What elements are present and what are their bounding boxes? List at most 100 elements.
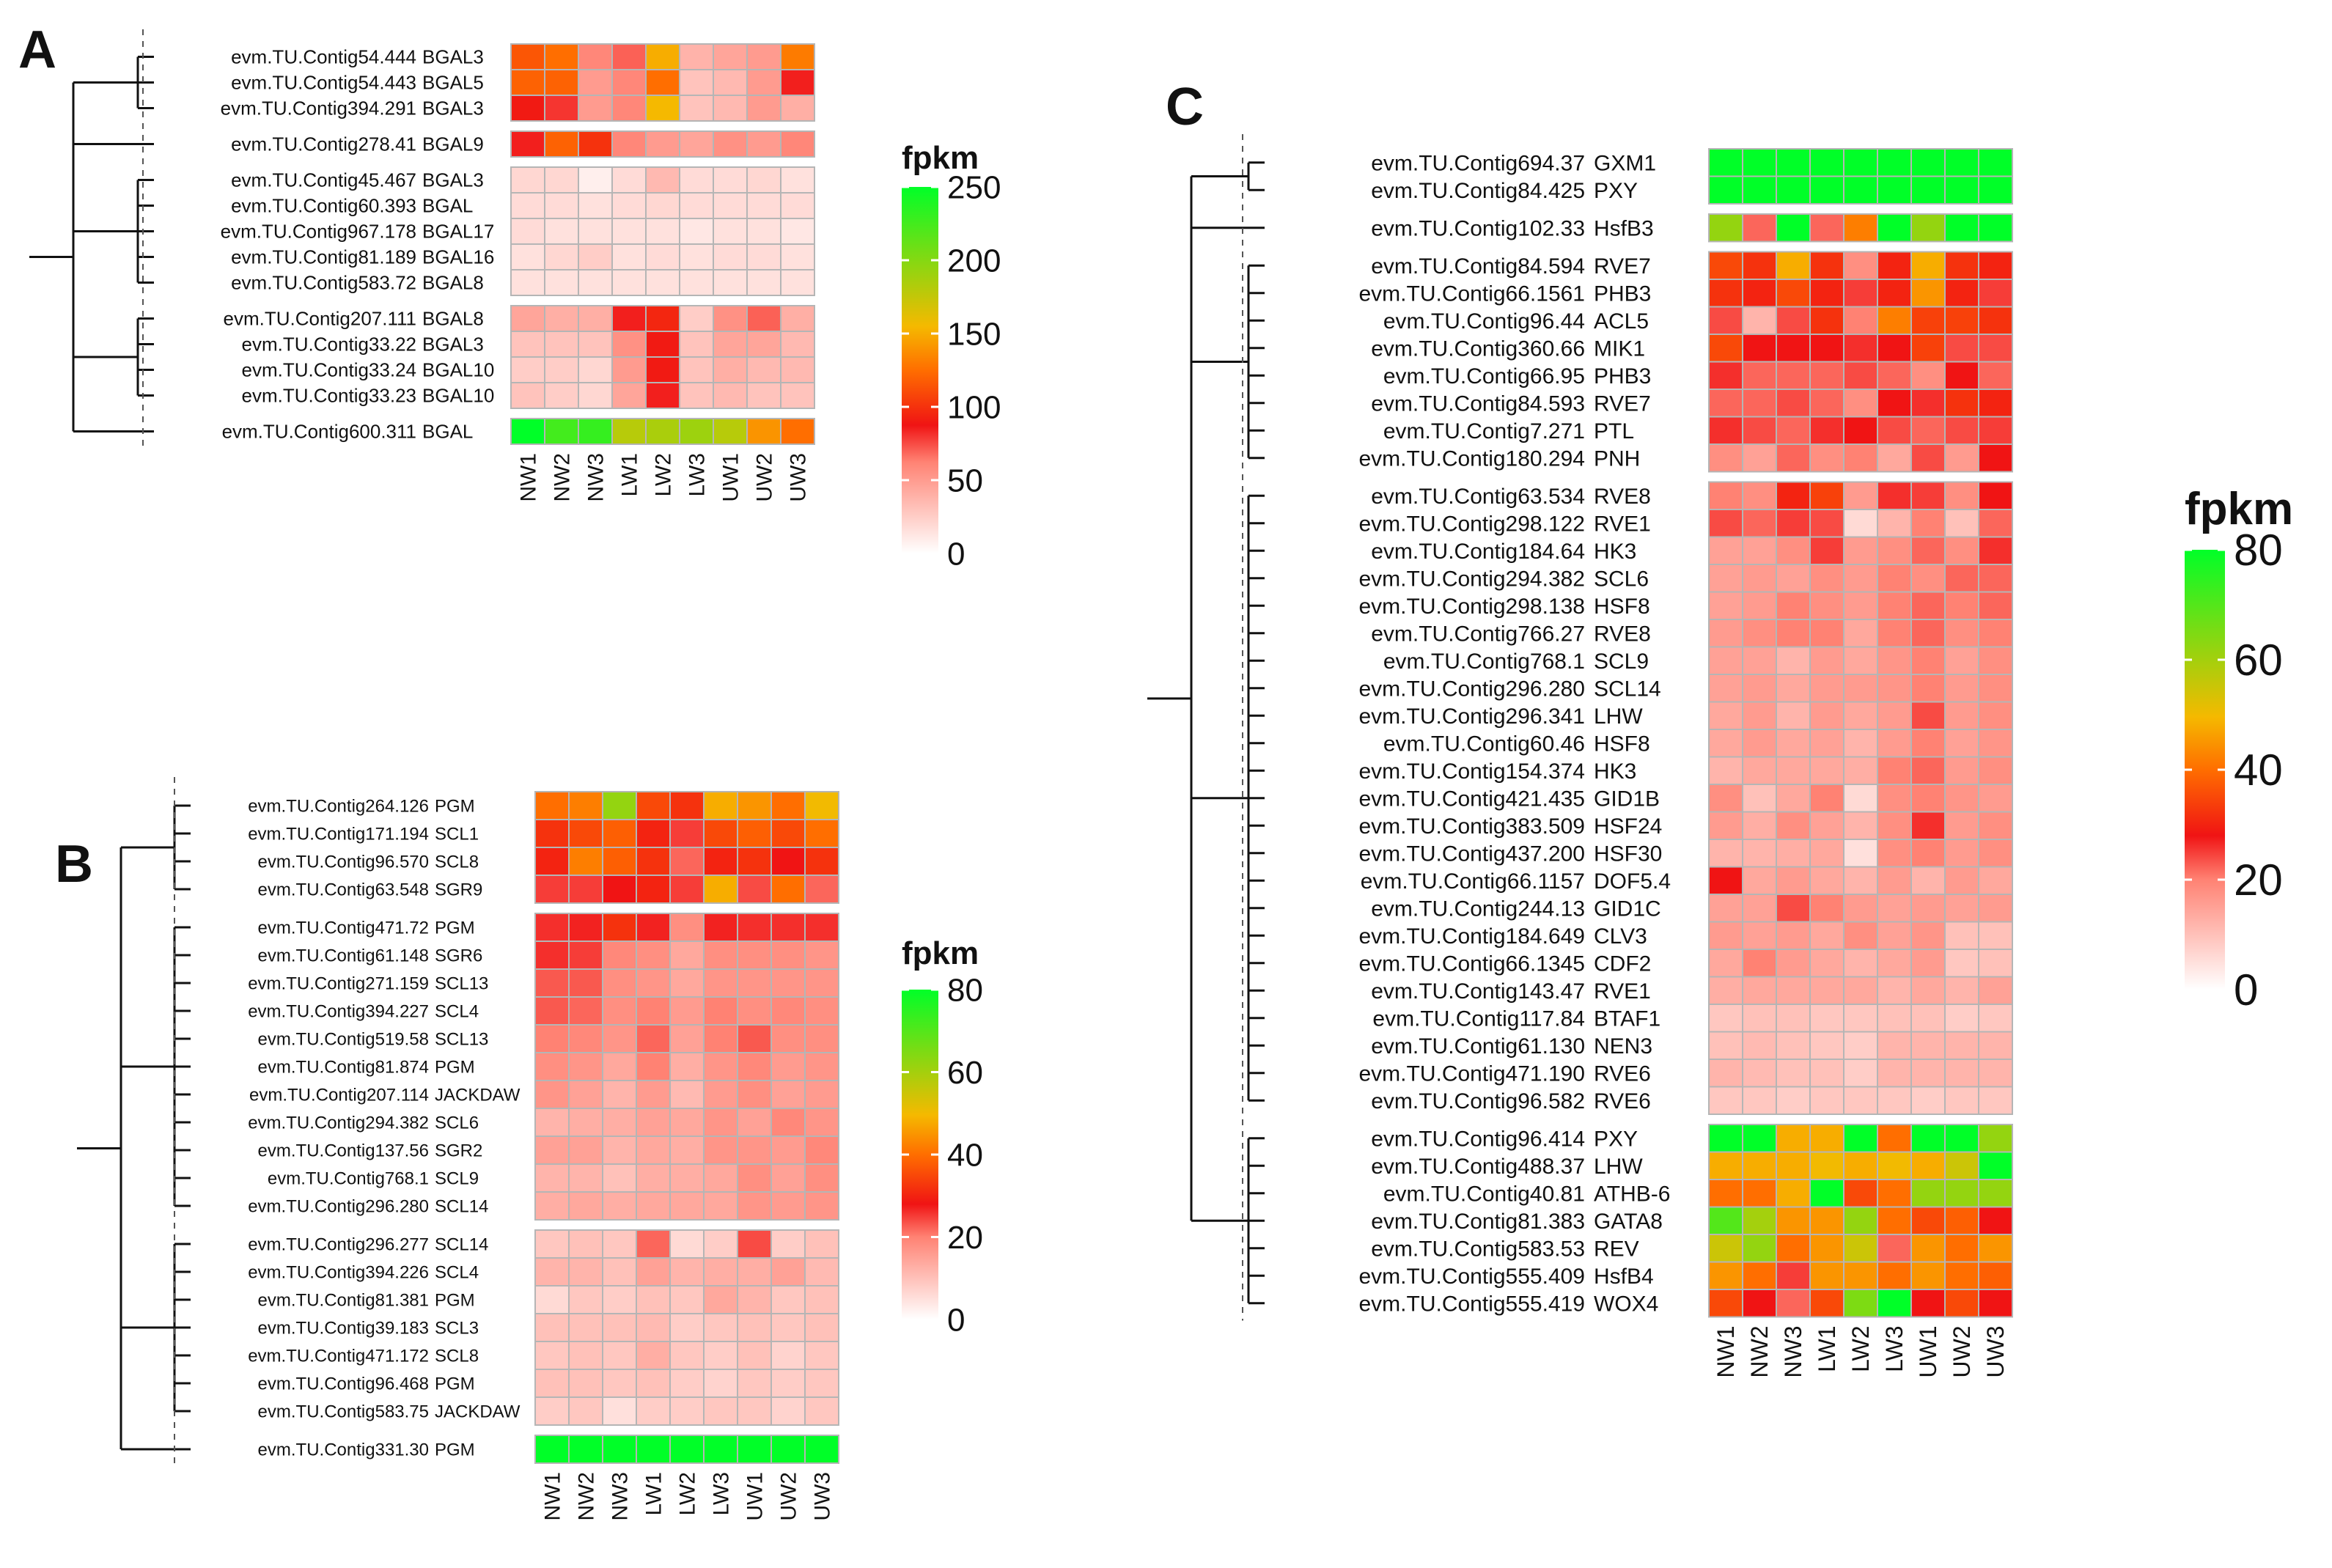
row-gene-label: SCL8 <box>435 852 479 872</box>
heatmap-cell <box>1809 251 1844 280</box>
heatmap-cell <box>534 1163 570 1193</box>
heatmap-cell <box>679 305 714 332</box>
heatmap-cell <box>1776 1261 1811 1290</box>
heatmap-cell <box>1978 175 2013 205</box>
row-gene-id: evm.TU.Contig61.130 <box>1371 1034 1585 1059</box>
heatmap-cell <box>669 1341 705 1370</box>
heatmap-cell <box>568 1135 603 1165</box>
heatmap-cell <box>1910 1151 1946 1180</box>
heatmap-cell <box>1843 784 1878 813</box>
heatmap-cell <box>1877 1059 1912 1088</box>
heatmap-cell <box>804 1135 839 1165</box>
heatmap-cell <box>1910 481 1946 510</box>
heatmap-cell <box>804 819 839 848</box>
heatmap-cell <box>1809 175 1844 205</box>
heatmap-cell <box>1910 334 1946 363</box>
heatmap-cell <box>703 1435 738 1464</box>
heatmap-cell <box>1708 646 1743 675</box>
heatmap-cell <box>602 1257 637 1287</box>
row-gene-id: evm.TU.Contig96.570 <box>258 852 429 872</box>
legend-tick-label: 200 <box>947 243 1001 279</box>
row-gene-label: BGAL3 <box>422 169 484 191</box>
legend-tick-label: 0 <box>2234 965 2258 1015</box>
heatmap-cell <box>1843 361 1878 390</box>
heatmap-cell <box>1910 894 1946 923</box>
heatmap-cell <box>602 847 637 876</box>
heatmap-cell <box>1708 866 1743 895</box>
heatmap-cell <box>737 1135 772 1165</box>
heatmap-cell <box>636 1163 671 1193</box>
row-gene-id: evm.TU.Contig294.382 <box>248 1113 429 1133</box>
heatmap-cell <box>1809 1151 1844 1180</box>
heatmap-cell <box>1776 756 1811 785</box>
heatmap-cell <box>1809 1004 1844 1033</box>
heatmap-cell <box>1809 921 1844 950</box>
heatmap-cell <box>1742 1234 1777 1263</box>
heatmap-cell <box>1809 839 1844 868</box>
heatmap-cell <box>770 1369 806 1398</box>
heatmap-cell <box>1877 213 1912 243</box>
heatmap-cell <box>770 913 806 942</box>
heatmap-cell <box>669 1396 705 1426</box>
heatmap-cell <box>1809 784 1844 813</box>
row-gene-id: evm.TU.Contig600.311 <box>222 421 416 443</box>
heatmap-cell <box>1843 1004 1878 1033</box>
heatmap-cell <box>510 43 545 70</box>
row-gene-label: BGAL3 <box>422 334 484 356</box>
heatmap-cell <box>713 192 748 219</box>
heatmap-cell <box>534 1435 570 1464</box>
heatmap-cell <box>1910 1234 1946 1263</box>
heatmap-cell <box>636 791 671 820</box>
heatmap-cell <box>737 968 772 998</box>
heatmap-cell <box>1708 564 1743 593</box>
heatmap-cell <box>1944 334 1979 363</box>
heatmap-cell <box>1944 839 1979 868</box>
heatmap-cell <box>703 913 738 942</box>
heatmap-cell <box>1776 591 1811 620</box>
heatmap-cell <box>780 95 815 122</box>
heatmap-cell <box>1910 1004 1946 1033</box>
legend-tick-label: 60 <box>947 1055 983 1091</box>
heatmap-cell <box>1877 564 1912 593</box>
row-gene-label: HsfB4 <box>1594 1265 1654 1289</box>
heatmap-cell <box>1910 443 1946 473</box>
heatmap-cell <box>1742 536 1777 565</box>
heatmap-cell <box>1843 481 1878 510</box>
row-gene-id: evm.TU.Contig207.114 <box>249 1085 429 1105</box>
heatmap-cell <box>602 1285 637 1314</box>
heatmap-cell <box>1843 148 1878 177</box>
row-gene-id: evm.TU.Contig383.509 <box>1359 814 1586 839</box>
heatmap-cell <box>1978 756 2013 785</box>
heatmap-cell <box>770 1163 806 1193</box>
row-gene-id: evm.TU.Contig331.30 <box>258 1440 429 1460</box>
heatmap-cell <box>1843 175 1878 205</box>
row-gene-id: evm.TU.Contig102.33 <box>1371 216 1585 240</box>
heatmap-cell <box>679 218 714 245</box>
heatmap-cell <box>1742 921 1777 950</box>
heatmap-cell <box>534 1229 570 1259</box>
heatmap-cell <box>1910 279 1946 308</box>
heatmap-cell <box>746 69 781 96</box>
heatmap-cell <box>1944 361 1979 390</box>
heatmap-cell <box>636 819 671 848</box>
heatmap-cell <box>679 43 714 70</box>
row-gene-id: evm.TU.Contig40.81 <box>1383 1182 1585 1206</box>
heatmap-cell <box>1776 509 1811 538</box>
heatmap-cell <box>510 269 545 296</box>
row-gene-id: evm.TU.Contig143.47 <box>1371 979 1585 1004</box>
row-gene-label: SCL3 <box>435 1318 479 1338</box>
heatmap-cell <box>746 269 781 296</box>
column-label: NW3 <box>608 1472 633 1521</box>
heatmap-cell <box>534 847 570 876</box>
heatmap-cell <box>1978 921 2013 950</box>
row-gene-id: evm.TU.Contig296.280 <box>248 1196 429 1216</box>
heatmap-cell <box>534 941 570 970</box>
heatmap-cell <box>1776 1206 1811 1235</box>
heatmap-cell <box>1708 481 1743 510</box>
heatmap-cell <box>703 1396 738 1426</box>
row-gene-label: BGAL10 <box>422 359 494 381</box>
heatmap-cell <box>602 941 637 970</box>
heatmap-cell <box>510 95 545 122</box>
heatmap-cell <box>669 847 705 876</box>
heatmap-cell <box>737 1341 772 1370</box>
